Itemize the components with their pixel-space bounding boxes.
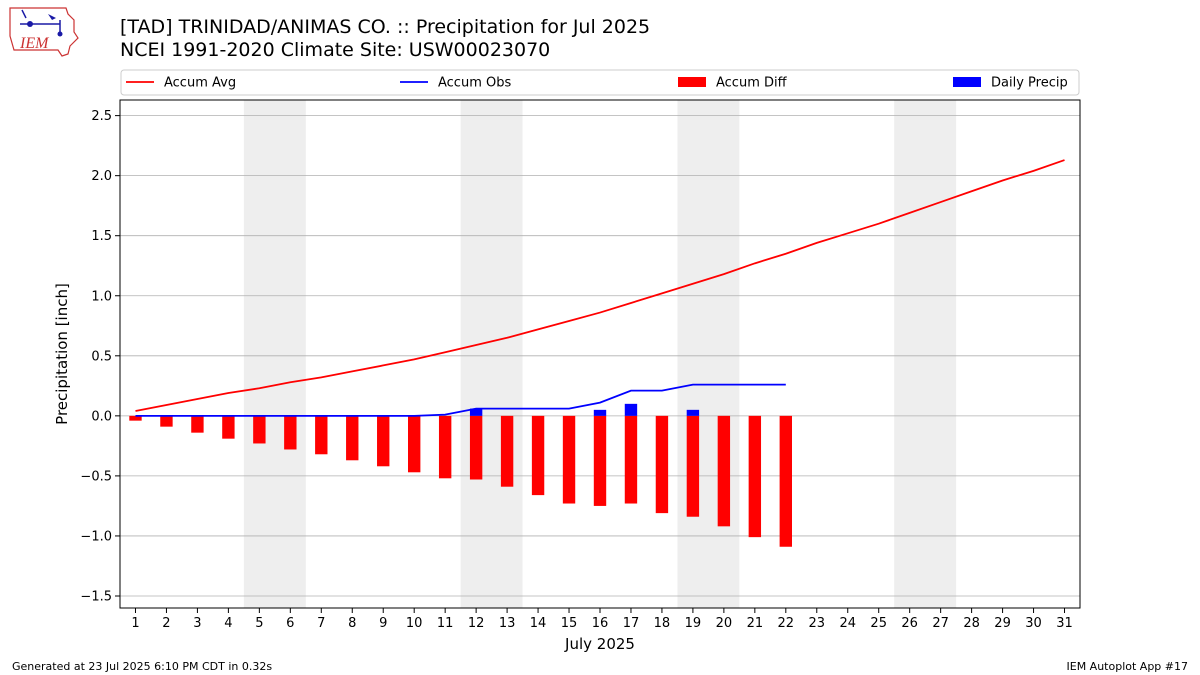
y-tick-label: −1.0 [80, 529, 112, 544]
x-tick-label: 29 [994, 616, 1011, 631]
legend: Accum Avg Accum Obs Accum Diff Daily Precip [120, 69, 1080, 96]
lines [135, 159, 1065, 417]
x-tick-label: 31 [1056, 616, 1073, 631]
x-tick-label: 7 [317, 616, 325, 631]
accum-diff-bar [748, 415, 762, 538]
x-tick-label: 8 [348, 616, 356, 631]
y-tick-label: 1.5 [91, 229, 112, 244]
accum-diff-bar [160, 415, 173, 427]
x-tick-label: 16 [592, 616, 609, 631]
x-tick-label: 19 [685, 616, 702, 631]
x-tick-label: 22 [778, 616, 795, 631]
x-tick-label: 24 [839, 616, 856, 631]
daily-precip-bar [469, 408, 483, 416]
accum-obs-line [135, 383, 786, 417]
weekend-band-2 [460, 100, 523, 608]
x-tick-label: 17 [623, 616, 640, 631]
accum-diff-bar [593, 415, 607, 506]
y-axis-ticks: −1.5 −1.0 −0.5 0.0 0.5 1.0 1.5 2.0 2.5 [80, 109, 120, 604]
y-tick-label: 1.0 [91, 289, 112, 304]
iem-logo: IEM [8, 6, 80, 58]
logo-text: IEM [19, 35, 50, 52]
x-tick-label: 28 [963, 616, 980, 631]
accum-diff-bar [469, 415, 483, 480]
accum-diff-bar [129, 415, 142, 421]
x-tick-label: 3 [193, 616, 201, 631]
x-tick-label: 13 [499, 616, 516, 631]
x-tick-label: 25 [870, 616, 887, 631]
accum-diff-bar [222, 415, 235, 439]
x-tick-label: 4 [224, 616, 232, 631]
x-tick-label: 5 [255, 616, 263, 631]
x-tick-label: 6 [286, 616, 294, 631]
y-tick-label: 0.5 [91, 349, 112, 364]
x-tick-label: 11 [437, 616, 454, 631]
legend-label-accum-avg: Accum Avg [164, 76, 236, 91]
x-tick-label: 26 [901, 616, 918, 631]
accum-diff-bar [655, 415, 669, 514]
x-tick-label: 14 [530, 616, 547, 631]
accum-diff-bar [562, 415, 576, 504]
x-tick-label: 20 [716, 616, 733, 631]
x-tick-label: 9 [379, 616, 387, 631]
x-tick-label: 2 [162, 616, 170, 631]
title-line-2: NCEI 1991-2020 Climate Site: USW00023070 [120, 39, 551, 61]
x-tick-label: 18 [654, 616, 671, 631]
iem-logo-graphic: IEM [9, 7, 79, 57]
legend-label-daily-precip: Daily Precip [991, 76, 1068, 91]
accum-diff-bar [253, 415, 266, 444]
bars [129, 403, 792, 547]
accum-diff-bar [686, 415, 700, 517]
title-line-1: [TAD] TRINIDAD/ANIMAS CO. :: Precipitati… [120, 16, 651, 38]
y-tick-label: −1.5 [80, 589, 112, 604]
x-tick-label: 1 [131, 616, 139, 631]
accum-diff-bar [438, 415, 452, 479]
accum-diff-bar [624, 415, 638, 504]
app-label: IEM Autoplot App #17 [1066, 660, 1189, 673]
y-tick-label: 0.0 [91, 409, 112, 424]
x-tick-label: 12 [468, 616, 485, 631]
accum-diff-bar [315, 415, 328, 455]
x-tick-label: 23 [809, 616, 826, 631]
generated-timestamp: Generated at 23 Jul 2025 6:10 PM CDT in … [12, 660, 273, 673]
accum-diff-bar [717, 415, 731, 527]
y-axis-label: Precipitation [inch] [53, 283, 71, 425]
accum-diff-bar [346, 415, 359, 461]
y-tick-label: −0.5 [80, 469, 112, 484]
accum-avg-line [135, 159, 1065, 412]
accum-diff-bar [531, 415, 545, 496]
weekend-shading [243, 100, 957, 608]
legend-label-accum-diff: Accum Diff [716, 76, 788, 91]
daily-precip-bar [593, 409, 607, 416]
x-tick-label: 10 [406, 616, 423, 631]
x-axis-ticks: 1 2 3 4 5 6 7 8 9 10 11 12 13 14 15 16 17 18 19 20 21 22 23 24 2… [131, 608, 1073, 631]
weekend-band-1 [243, 100, 306, 608]
x-tick-label: 15 [561, 616, 578, 631]
weekend-band-4 [894, 100, 957, 608]
x-axis-label: July 2025 [564, 635, 635, 653]
legend-label-accum-obs: Accum Obs [438, 76, 511, 91]
y-tick-label: 2.0 [91, 169, 112, 184]
weekend-band-3 [677, 100, 740, 608]
x-tick-label: 30 [1025, 616, 1042, 631]
x-tick-label: 27 [932, 616, 949, 631]
accum-diff-bar [408, 415, 421, 473]
chart-title: [TAD] TRINIDAD/ANIMAS CO. :: Precipitati… [120, 16, 650, 62]
accum-diff-bar [284, 415, 297, 450]
accum-diff-bar [500, 415, 514, 487]
accum-diff-bar [377, 415, 390, 467]
daily-precip-bar [686, 409, 700, 416]
legend-swatch-daily-precip [953, 77, 981, 87]
y-tick-label: 2.5 [91, 109, 112, 124]
x-tick-label: 21 [747, 616, 764, 631]
accum-diff-bar [191, 415, 204, 433]
legend-swatch-accum-diff [678, 77, 706, 87]
daily-precip-bar [624, 403, 638, 416]
legend-box [120, 69, 1080, 96]
accum-diff-bar [779, 415, 792, 547]
